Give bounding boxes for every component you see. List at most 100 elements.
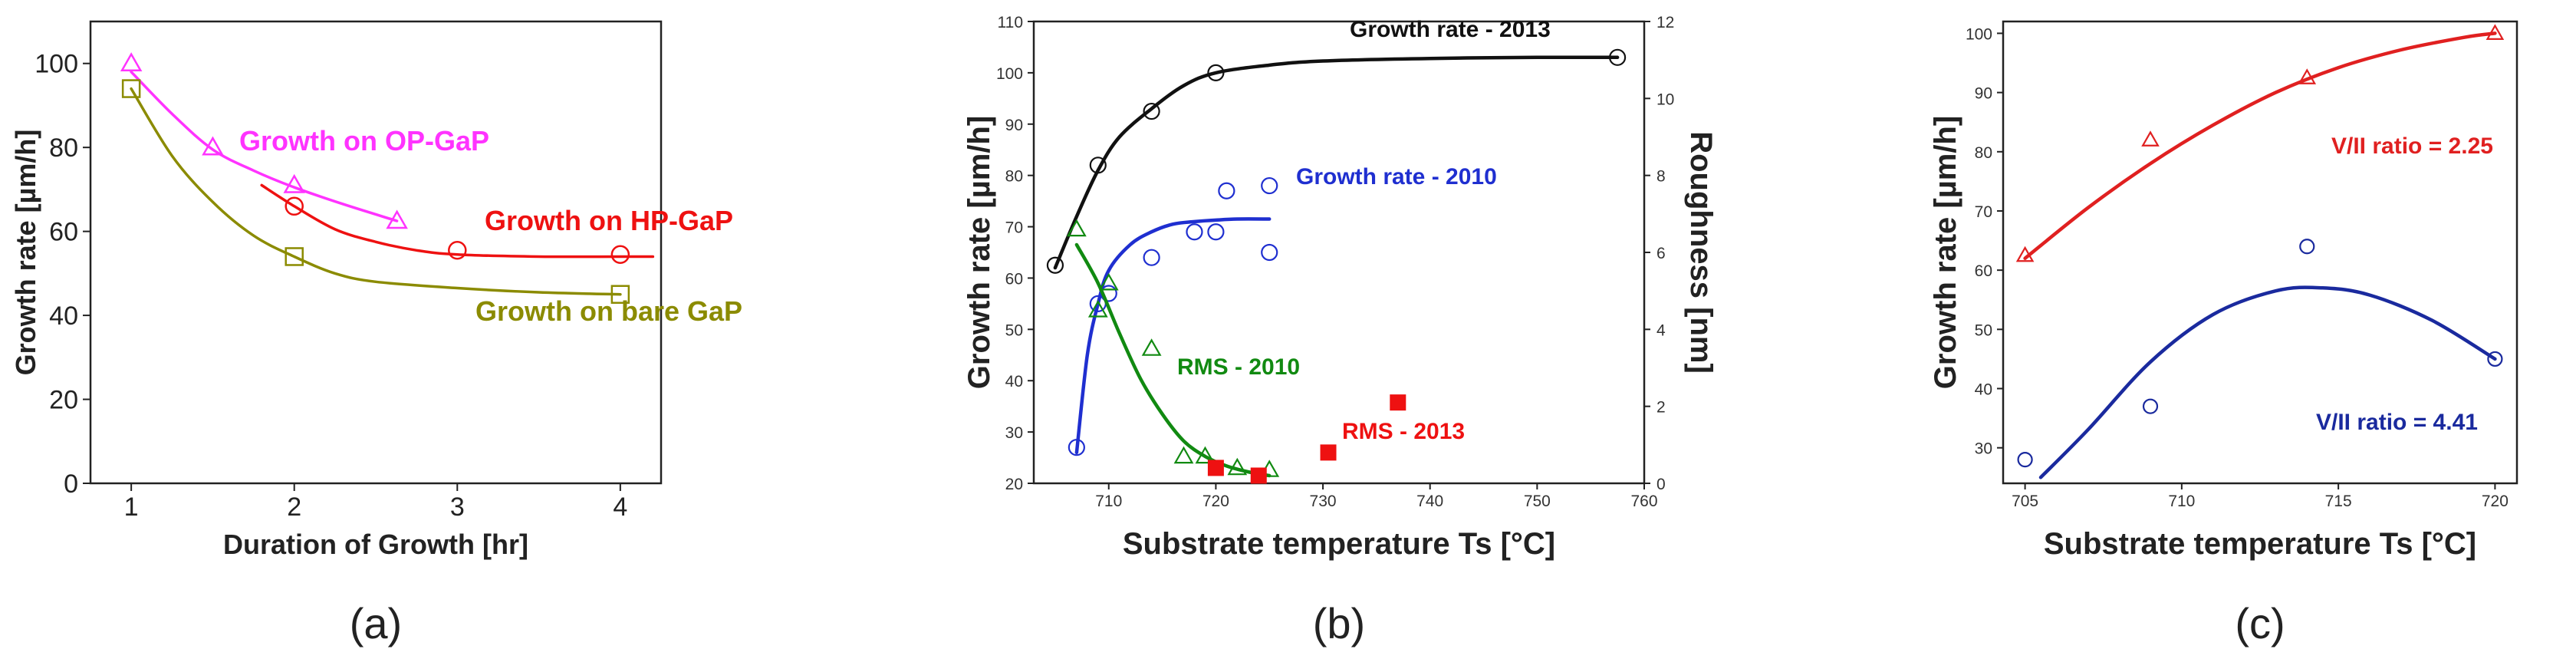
x-tick-label-b: 720 <box>1202 493 1229 510</box>
data-point-v-ii-ratio-4-41 <box>2487 351 2503 367</box>
data-point-rms-2010 <box>1141 338 1162 356</box>
data-point-growth-on-hp-gap <box>285 196 304 216</box>
y2-axis-title-b: Roughness [nm] <box>1684 131 1718 374</box>
y-tick-label-c: 100 <box>1966 25 1992 43</box>
fit-line-growth-rate-2013 <box>1053 55 1620 270</box>
series-label-growth-rate-2013: Growth rate - 2013 <box>1350 17 1551 42</box>
series-growth-on-bare-gap <box>121 79 630 304</box>
y-axis-title-a: Growth rate [µm/h] <box>10 130 41 376</box>
y-tick-label-b: 90 <box>1005 117 1023 134</box>
data-point-growth-rate-2010 <box>1186 223 1203 241</box>
data-point-growth-rate-2010 <box>1068 439 1085 456</box>
series-growth-on-hp-gap <box>260 183 655 264</box>
y2-tick-label-b: 12 <box>1656 14 1674 31</box>
series-v-ii-ratio-2-25 <box>2015 24 2505 262</box>
series-label-growth-on-bare-gap: Growth on bare GaP <box>475 295 742 327</box>
data-point-growth-on-bare-gap <box>610 285 630 304</box>
y-tick-label-a: 100 <box>35 50 78 79</box>
data-point-v-ii-ratio-4-41 <box>2017 452 2033 468</box>
x-tick-label-a: 1 <box>124 493 139 522</box>
y-tick-label-b: 30 <box>1005 424 1023 442</box>
y-axis-title-c: Growth rate [µm/h] <box>1929 116 1962 389</box>
data-point-growth-on-hp-gap <box>448 241 467 260</box>
y-tick-label-b: 40 <box>1005 373 1023 390</box>
data-point-rms-2013 <box>1207 460 1224 476</box>
x-tick-label-c: 705 <box>2012 493 2038 510</box>
data-point-v-ii-ratio-2-25 <box>2486 24 2505 40</box>
y2-tick-label-b: 6 <box>1656 245 1666 262</box>
y-tick-label-c: 70 <box>1975 203 1992 221</box>
x-tick-label-c: 710 <box>2168 493 2195 510</box>
x-tick-label-c: 715 <box>2325 493 2352 510</box>
data-point-growth-rate-2010 <box>1261 243 1278 262</box>
series-label-v-ii-ratio-2-25: V/II ratio = 2.25 <box>2331 133 2493 159</box>
y-tick-label-a: 20 <box>49 386 78 415</box>
data-point-growth-rate-2010 <box>1143 249 1160 266</box>
x-tick-label-b: 750 <box>1524 493 1551 510</box>
y-tick-label-a: 80 <box>49 133 78 163</box>
y2-tick-label-b: 10 <box>1656 91 1674 108</box>
y-tick-label-b: 20 <box>1005 476 1023 493</box>
y-tick-label-a: 40 <box>49 301 78 331</box>
data-point-v-ii-ratio-2-25 <box>2298 68 2317 84</box>
panel-b: 710 720 730 740 750 7602030405060708090100110… <box>962 14 1718 647</box>
y2-tick-label-b: 2 <box>1656 399 1666 417</box>
series-label-v-ii-ratio-4-41: V/II ratio = 4.41 <box>2316 410 2478 435</box>
x-tick-label-a: 3 <box>450 493 465 522</box>
x-tick-label-b: 710 <box>1095 493 1122 510</box>
y-tick-label-b: 60 <box>1005 270 1023 288</box>
x-tick-label-b: 740 <box>1416 493 1443 510</box>
plot-area-c <box>2002 20 2518 485</box>
x-axis-title-a: Duration of Growth [hr] <box>223 529 528 560</box>
y-tick-label-b: 70 <box>1005 219 1023 237</box>
data-point-growth-rate-2010 <box>1207 223 1225 241</box>
fit-line-growth-rate-2010 <box>1074 217 1272 455</box>
series-label-rms-2013: RMS - 2013 <box>1342 419 1465 444</box>
data-point-growth-rate-2010 <box>1261 176 1278 195</box>
data-point-growth-on-bare-gap <box>285 247 304 266</box>
data-point-growth-on-op-gap <box>120 52 143 72</box>
x-axis-title-b: Substrate temperature Ts [°C] <box>1123 527 1555 561</box>
y-tick-label-a: 60 <box>49 218 78 247</box>
y2-tick-label-b: 4 <box>1656 321 1666 339</box>
y-tick-label-c: 80 <box>1975 144 1992 162</box>
series-label-growth-rate-2010: Growth rate - 2010 <box>1296 164 1497 189</box>
series-v-ii-ratio-4-41 <box>2017 239 2503 479</box>
fit-line-growth-on-bare-gap <box>130 87 622 296</box>
panel-caption-c: (c) <box>2235 599 2285 647</box>
y-tick-label-b: 50 <box>1005 321 1023 339</box>
fit-line-v-ii-ratio-4-41 <box>2038 285 2497 479</box>
x-tick-label-b: 760 <box>1630 493 1657 510</box>
data-point-growth-on-bare-gap <box>121 79 141 98</box>
y2-tick-label-b: 8 <box>1656 168 1666 186</box>
y-tick-label-c: 40 <box>1975 381 1992 399</box>
fit-line-growth-on-op-gap <box>130 70 399 222</box>
plot-area-b <box>1032 20 1646 485</box>
y-tick-label-b: 110 <box>998 14 1023 31</box>
fit-line-v-ii-ratio-2-25 <box>2023 31 2497 260</box>
data-point-rms-2010 <box>1066 219 1087 237</box>
data-point-growth-rate-2013 <box>1046 256 1064 274</box>
y-tick-label-c: 60 <box>1975 262 1992 280</box>
data-point-growth-rate-2013 <box>1608 48 1627 66</box>
x-tick-label-a: 4 <box>613 493 627 522</box>
data-point-v-ii-ratio-2-25 <box>2015 245 2035 262</box>
data-point-growth-rate-2013 <box>1143 102 1160 120</box>
panel-caption-a: (a) <box>350 599 402 647</box>
plot-area-a <box>89 20 663 485</box>
y-tick-label-b: 80 <box>1005 168 1023 186</box>
data-point-rms-2013 <box>1250 467 1267 484</box>
data-point-rms-2010 <box>1098 272 1119 291</box>
series-label-rms-2010: RMS - 2010 <box>1177 354 1300 380</box>
series-label-growth-on-op-gap: Growth on OP-GaP <box>239 125 489 157</box>
y-tick-label-a: 0 <box>64 470 78 499</box>
series-label-growth-on-hp-gap: Growth on HP-GaP <box>485 205 733 236</box>
fit-line-growth-on-hp-gap <box>260 183 655 259</box>
y-tick-label-c: 30 <box>1975 440 1992 458</box>
series-rms-2013 <box>1207 394 1406 484</box>
data-point-growth-rate-2013 <box>1207 64 1225 81</box>
series-growth-rate-2013 <box>1046 48 1627 274</box>
panel-c: 705 710 715 720 30 40 50 60 70 80 90 100 Substrate t… <box>1929 20 2518 647</box>
